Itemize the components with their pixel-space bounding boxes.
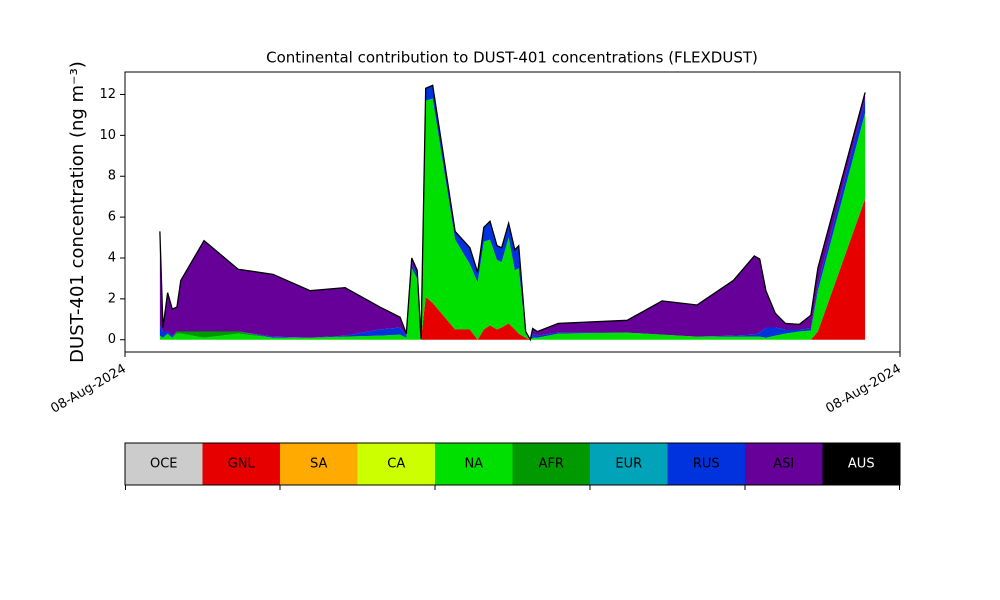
y-tick-label: 6 xyxy=(108,210,116,225)
y-tick-label: 12 xyxy=(99,87,116,102)
y-tick-label: 10 xyxy=(99,128,116,143)
plot-frame xyxy=(124,71,901,353)
legend-label: ASI xyxy=(773,457,794,472)
legend-swatch xyxy=(125,443,203,485)
legend-swatch xyxy=(512,443,590,485)
area xyxy=(159,98,866,340)
legend-swatch xyxy=(435,443,513,485)
legend-swatch xyxy=(590,443,668,485)
y-axis-label: DUST-401 concentration (ng m⁻³) xyxy=(67,61,88,363)
chart-title: Continental contribution to DUST-401 con… xyxy=(266,49,758,67)
legend-swatch xyxy=(822,443,900,485)
x-tick-label: 08-Aug-2024 xyxy=(823,362,903,417)
legend-frame xyxy=(124,442,901,486)
y-tick-label: 0 xyxy=(108,332,116,347)
legend-label: AFR xyxy=(539,457,564,472)
legend-label: CA xyxy=(387,457,405,472)
y-tick-label: 2 xyxy=(108,291,116,306)
legend-label: GNL xyxy=(228,457,256,472)
legend-swatch xyxy=(202,443,280,485)
legend-label: SA xyxy=(310,457,327,472)
legend-swatch xyxy=(745,443,823,485)
legend-label: OCE xyxy=(150,457,178,472)
y-tick-label: 4 xyxy=(108,250,116,265)
legend-swatch xyxy=(357,443,435,485)
area xyxy=(159,85,866,340)
legend-label: NA xyxy=(464,457,483,472)
total-outline xyxy=(159,84,866,342)
legend-label: RUS xyxy=(693,457,720,472)
legend-label: EUR xyxy=(615,457,642,472)
legend-label: AUS xyxy=(848,457,875,472)
y-tick-label: 8 xyxy=(108,169,116,184)
x-tick-label: 08-Aug-2024 xyxy=(48,362,128,417)
legend-swatch xyxy=(280,443,358,485)
legend-ticks xyxy=(125,485,900,490)
legend-swatch xyxy=(667,443,745,485)
